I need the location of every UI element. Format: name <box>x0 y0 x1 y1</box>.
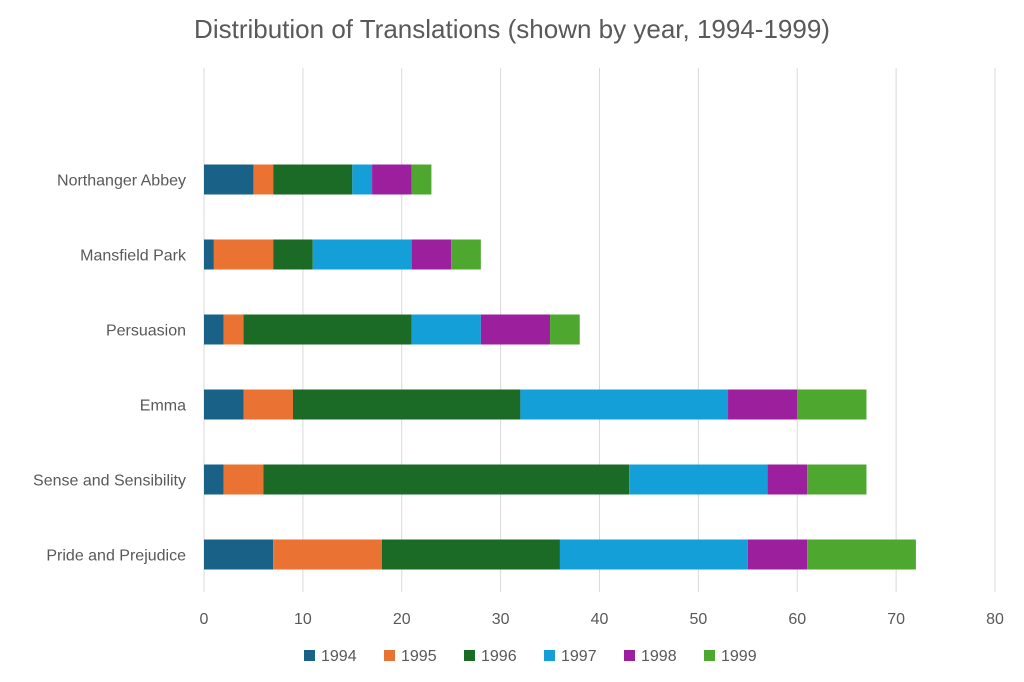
bar-segment-1994 <box>204 464 224 495</box>
bar-segment-1998 <box>480 314 551 345</box>
legend-label: 1995 <box>401 648 437 665</box>
bar-segment-1998 <box>747 539 808 570</box>
legend-label: 1994 <box>321 648 357 665</box>
bar-segment-1998 <box>372 164 412 195</box>
category-label: Mansfield Park <box>80 248 187 265</box>
gridlines <box>203 68 996 592</box>
x-tick-label: 10 <box>294 611 312 628</box>
x-tick-label: 50 <box>689 611 707 628</box>
bar-segment-1999 <box>797 389 867 420</box>
legend: 1994 1995 1996 1997 1998 1999 <box>304 648 757 665</box>
bar-segment-1994 <box>204 239 214 270</box>
legend-swatch-1997 <box>544 650 555 661</box>
bar-segment-1997 <box>411 314 481 345</box>
bar-segment-1999 <box>807 464 867 495</box>
legend-swatch-1998 <box>624 650 635 661</box>
bar-segment-1998 <box>728 389 798 420</box>
bar-segment-1995 <box>273 539 382 570</box>
x-tick-label: 30 <box>492 611 510 628</box>
x-tick-label: 40 <box>591 611 609 628</box>
bar-segment-1996 <box>292 389 521 420</box>
bar-segment-1994 <box>204 389 244 420</box>
bar-segment-1997 <box>559 539 748 570</box>
x-tick-label: 60 <box>788 611 806 628</box>
x-tick-label: 80 <box>986 611 1004 628</box>
x-axis-ticks: 0 10 20 30 40 50 60 70 80 <box>200 611 1004 628</box>
bar-segment-1996 <box>273 239 313 270</box>
legend-swatch-1995 <box>384 650 395 661</box>
legend-swatch-1999 <box>704 650 715 661</box>
x-tick-label: 0 <box>200 611 209 628</box>
bar-segment-1997 <box>520 389 729 420</box>
legend-label: 1996 <box>481 648 517 665</box>
x-tick-label: 20 <box>393 611 411 628</box>
category-label: Sense and Sensibility <box>33 473 186 490</box>
bar-segment-1997 <box>629 464 768 495</box>
legend-label: 1997 <box>561 648 597 665</box>
bar-segment-1994 <box>204 314 224 345</box>
category-label: Persuasion <box>106 323 186 340</box>
bar-segment-1998 <box>767 464 808 495</box>
bar-segment-1994 <box>204 164 254 195</box>
bar-segment-1999 <box>411 164 432 195</box>
legend-swatch-1994 <box>304 650 315 661</box>
legend-swatch-1996 <box>464 650 475 661</box>
bar-segment-1995 <box>243 389 293 420</box>
bars <box>204 164 916 570</box>
bar-segment-1998 <box>411 239 452 270</box>
bar-segment-1996 <box>273 164 353 195</box>
bar-segment-1995 <box>253 164 274 195</box>
bar-segment-1999 <box>550 314 580 345</box>
bar-segment-1997 <box>352 164 373 195</box>
category-label: Emma <box>140 398 186 415</box>
bar-segment-1996 <box>243 314 412 345</box>
bar-segment-1997 <box>312 239 412 270</box>
chart-title: Distribution of Translations (shown by y… <box>194 14 830 44</box>
bar-segment-1995 <box>223 314 244 345</box>
category-labels: Pride and Prejudice Sense and Sensibility… <box>33 173 187 565</box>
category-label: Northanger Abbey <box>57 173 186 190</box>
x-tick-label: 70 <box>887 611 905 628</box>
bar-segment-1999 <box>451 239 481 270</box>
legend-label: 1998 <box>641 648 677 665</box>
bar-segment-1995 <box>223 464 264 495</box>
bar-segment-1999 <box>807 539 916 570</box>
bar-segment-1996 <box>381 539 560 570</box>
bar-segment-1996 <box>263 464 630 495</box>
bar-segment-1995 <box>213 239 274 270</box>
bar-segment-1994 <box>204 539 274 570</box>
legend-label: 1999 <box>721 648 757 665</box>
category-label: Pride and Prejudice <box>46 548 186 565</box>
